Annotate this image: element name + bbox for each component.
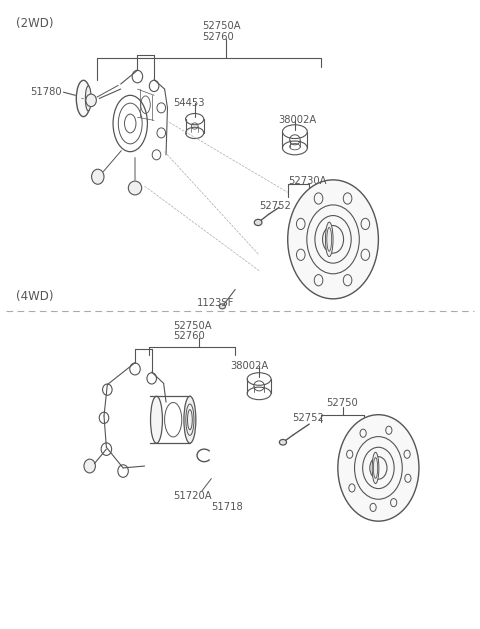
Ellipse shape [254, 220, 262, 226]
Text: 1123SF: 1123SF [197, 298, 234, 308]
Text: 52730A: 52730A [288, 176, 326, 186]
Text: 52752: 52752 [259, 201, 291, 211]
Text: 38002A: 38002A [230, 361, 269, 371]
Text: 51780: 51780 [30, 87, 61, 97]
Ellipse shape [76, 81, 91, 116]
Text: 52752: 52752 [292, 413, 324, 423]
Ellipse shape [219, 304, 226, 309]
Text: 38002A: 38002A [278, 115, 316, 125]
Ellipse shape [92, 169, 104, 184]
Circle shape [338, 415, 419, 521]
Circle shape [288, 180, 378, 299]
Text: (4WD): (4WD) [16, 291, 53, 303]
Text: 51720A: 51720A [173, 491, 212, 501]
Ellipse shape [372, 452, 379, 484]
Text: 51718: 51718 [211, 503, 243, 513]
Text: (2WD): (2WD) [16, 17, 53, 30]
Text: 54453: 54453 [173, 98, 204, 108]
Ellipse shape [128, 181, 142, 195]
Ellipse shape [279, 440, 287, 445]
Text: 52760: 52760 [202, 32, 234, 42]
Ellipse shape [85, 86, 91, 111]
Text: 52750A: 52750A [173, 321, 212, 331]
Ellipse shape [325, 222, 333, 257]
Text: 52750: 52750 [326, 398, 358, 408]
Text: 52750A: 52750A [202, 21, 240, 31]
Ellipse shape [184, 396, 196, 443]
Ellipse shape [151, 396, 162, 443]
Ellipse shape [86, 94, 96, 106]
Ellipse shape [84, 459, 96, 473]
Text: 52760: 52760 [173, 331, 205, 342]
